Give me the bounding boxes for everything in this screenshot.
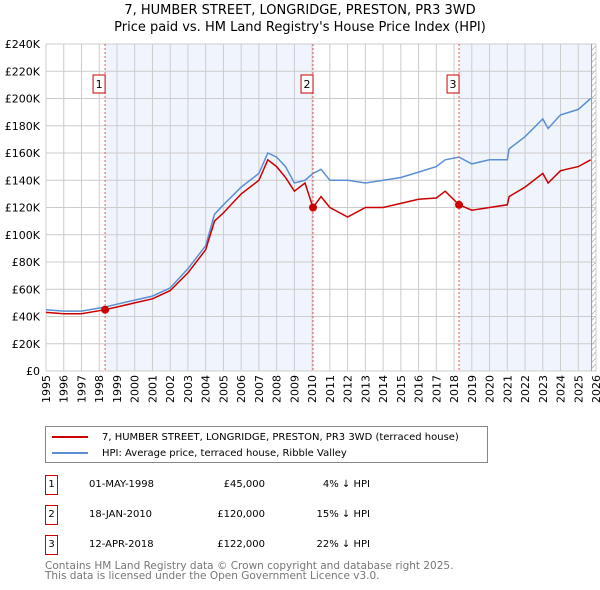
y-tick-label: £100K	[5, 229, 41, 242]
sale-row: 1 01-MAY-1998 £45,000 4% ↓ HPI	[45, 475, 445, 495]
chart-subtitle: Price paid vs. HM Land Registry's House …	[114, 20, 486, 35]
sale-point	[101, 305, 110, 314]
sale-row: 2 18-JAN-2010 £120,000 15% ↓ HPI	[45, 505, 445, 525]
x-tick-label: 2026	[590, 375, 600, 403]
sale-price: £45,000	[223, 479, 265, 490]
legend-swatch-hpi	[52, 452, 88, 454]
y-tick-label: £120K	[5, 202, 41, 215]
x-tick-label: 2010	[306, 375, 319, 403]
y-tick-label: £220K	[5, 65, 41, 78]
y-tick-label: £180K	[5, 120, 41, 133]
sale-point	[455, 200, 464, 209]
sale-price: £120,000	[217, 509, 265, 520]
sale-date: 12-APR-2018	[89, 539, 154, 550]
sale-point	[309, 203, 318, 212]
x-tick-label: 2020	[484, 375, 497, 403]
x-tick-label: 2021	[501, 375, 514, 403]
y-tick-label: £20K	[12, 338, 41, 351]
y-tick-label: £80K	[12, 256, 41, 269]
sale-number: 1	[45, 475, 58, 495]
x-tick-label: 2015	[395, 375, 408, 403]
x-tick-label: 2014	[377, 375, 390, 403]
chart-title: 7, HUMBER STREET, LONGRIDGE, PRESTON, PR…	[124, 3, 476, 18]
footer: Contains HM Land Registry data © Crown c…	[45, 560, 454, 582]
legend-swatch-property	[52, 436, 88, 438]
y-tick-label: £0	[26, 365, 40, 378]
sale-date: 01-MAY-1998	[89, 479, 155, 490]
sale-label-box	[92, 74, 106, 94]
sale-hpi-diff: 4% ↓ HPI	[322, 479, 370, 490]
sale-number: 3	[45, 535, 58, 555]
x-tick-label: 2002	[164, 375, 177, 403]
x-tick-label: 2004	[200, 375, 213, 403]
x-tick-label: 2009	[288, 375, 301, 403]
x-tick-label: 2003	[182, 375, 195, 403]
sale-label: 2	[304, 78, 311, 91]
sale-label-box	[446, 74, 460, 94]
x-tick-label: 2001	[146, 375, 159, 403]
y-tick-label: £40K	[12, 311, 41, 324]
legend-label-property: 7, HUMBER STREET, LONGRIDGE, PRESTON, PR…	[102, 431, 459, 443]
sale-label-box	[300, 74, 314, 94]
sale-label: 1	[96, 78, 103, 91]
x-tick-label: 1996	[58, 375, 71, 403]
x-tick-label: 2008	[271, 375, 284, 403]
hpi-line	[45, 97, 592, 312]
x-tick-label: 1998	[93, 375, 106, 403]
x-tick-label: 1995	[40, 375, 53, 403]
y-tick-label: £160K	[5, 147, 41, 160]
chart: 1995 1996 1997 1998 1999 2000 2001 2002 2003 2004…	[5, 38, 600, 403]
x-tick-label: 2007	[253, 375, 266, 403]
sale-price: £122,000	[217, 539, 265, 550]
legend: 7, HUMBER STREET, LONGRIDGE, PRESTON, PR…	[45, 426, 488, 463]
legend-label-hpi: HPI: Average price, terraced house, Ribb…	[102, 447, 347, 459]
x-tick-label: 2005	[217, 375, 230, 403]
sale-number: 2	[45, 505, 58, 525]
x-tick-label: 2022	[519, 375, 532, 403]
property-price-line	[45, 158, 592, 315]
x-tick-label: 2006	[235, 375, 248, 403]
y-tick-label: £140K	[5, 174, 41, 187]
x-tick-label: 2000	[129, 375, 142, 403]
sale-date: 18-JAN-2010	[89, 509, 153, 520]
x-tick-label: 2025	[572, 375, 585, 403]
x-tick-label: 2012	[342, 375, 355, 403]
sale-row: 3 12-APR-2018 £122,000 22% ↓ HPI	[45, 535, 445, 555]
x-tick-label: 2016	[413, 375, 426, 403]
x-tick-label: 1999	[111, 375, 124, 403]
y-tick-label: £240K	[5, 38, 41, 51]
y-tick-label: £200K	[5, 93, 41, 106]
x-tick-label: 2024	[555, 375, 568, 403]
x-tick-label: 2017	[430, 375, 443, 403]
x-tick-label: 2011	[324, 375, 337, 403]
sale-label: 3	[450, 78, 457, 91]
x-tick-label: 2013	[359, 375, 372, 403]
x-tick-label: 2019	[466, 375, 479, 403]
sale-hpi-diff: 22% ↓ HPI	[316, 539, 370, 550]
x-tick-label: 1997	[75, 375, 88, 403]
y-tick-label: £60K	[12, 283, 41, 296]
x-tick-label: 2018	[448, 375, 461, 403]
x-tick-label: 2023	[537, 375, 550, 403]
sale-hpi-diff: 15% ↓ HPI	[316, 509, 370, 520]
